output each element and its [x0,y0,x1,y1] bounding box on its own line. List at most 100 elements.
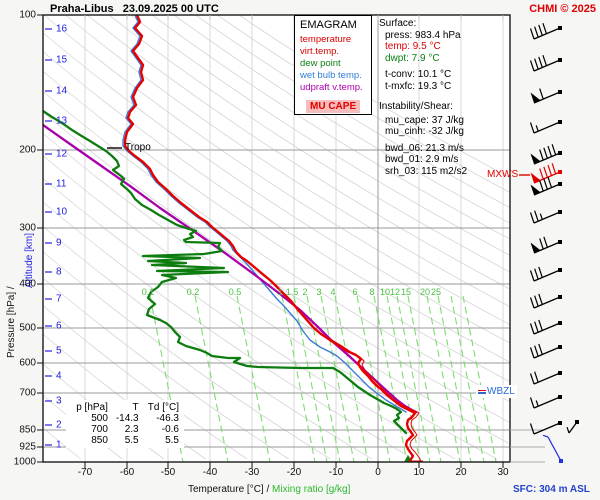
temp-tick-label: -40 [202,467,218,478]
legend-panel: EMAGRAM temperature virt.temp. dew point we… [294,15,372,115]
x-axis-title: Temperature [°C] / Mixing ratio [g/kg] [188,484,350,495]
series-wet-bulb-temp- [122,15,407,413]
info-line: press: 983.4 hPa [385,29,461,41]
axis-ticks [37,14,545,468]
pressure-tick-label: 500 [19,322,36,334]
wind-barb [529,343,562,359]
dry-adiabat [130,15,510,256]
table-header-cell: p [hPa] [76,402,108,413]
legend-item: temperature [300,34,352,45]
table-cell: 850 [91,435,108,446]
wind-barb-feather [529,397,535,409]
altitude-tick-label: 8 [56,266,62,278]
wet-bulb-zero-marker: WBZL [476,385,517,398]
sounding-datetime: 23.09.2025 00 UTC [122,3,219,15]
info-line: bwd_01: 2.9 m/s [385,154,459,165]
wind-barb [542,434,563,463]
table-cell: 5.5 [165,435,179,446]
temp-tick-label: 10 [413,467,425,478]
series-temperature [123,15,417,462]
wind-barb-feather [538,56,543,68]
tropopause-label: Tropo [125,142,151,153]
wind-barb-staff [533,121,561,134]
mixing-ratio-line [236,295,271,462]
wind-barb-feather [529,373,535,385]
wind-barb-feather [542,55,548,66]
wind-barb-flag [530,92,541,103]
wind-barb-half-feather [542,434,549,438]
temp-tick-label: -20 [286,467,302,478]
wind-barb-feather [529,28,535,40]
page-title: Praha-Libus 23.09.2025 00 UTC [50,3,219,15]
wind-barb-staff [533,322,561,335]
mixing-ratio-line [281,295,316,462]
table-cell: -0.6 [161,424,179,435]
wind-barb-feather [534,58,539,70]
legend-item: wet bulb temp. [300,70,362,81]
mixing-ratio-line [450,295,485,462]
wind-barb-feather [539,149,544,161]
wind-barb-feather [543,178,548,190]
wind-barb-half-feather [539,213,543,220]
pressure-tick-label: 700 [19,387,36,399]
mixing-ratio-label: 12 [389,287,401,297]
info-line: bwd_06: 21.3 m/s [385,142,464,154]
wind-barb [530,176,562,196]
table-cell: 500 [91,413,108,424]
wind-barb-staff [533,296,561,309]
dry-adiabat [43,177,456,460]
table-row: 850 5.5 5.5 [69,435,181,446]
wind-barb-flag [530,184,541,195]
table-cell: 2.3 [124,424,139,435]
wind-barb-staff [533,346,561,359]
wind-barb [529,55,562,72]
surface-dewpoint-marker [404,455,412,462]
x-axis-title-temp: Temperature [°C] / [188,484,270,495]
mixing-ratio-label: 0.1 [141,287,155,297]
wind-barb [529,395,562,409]
wind-barb-feather [547,145,553,157]
wind-barb-feather [529,323,535,335]
wind-barb-feather [529,60,535,72]
mixing-ratio-label: 1 [277,287,283,297]
pressure-tick-label: 300 [19,222,36,234]
mixing-ratio-line [462,295,497,462]
x-axis-title-mix: Mixing ratio [g/kg] [272,484,351,495]
dry-adiabat [43,70,510,383]
altitude-tick-label: 2 [56,419,62,431]
wind-barb [529,210,562,224]
pressure-tick-label: 1000 [13,456,36,468]
wind-barb-feather [539,168,544,180]
wind-barb-staff [533,183,561,196]
surface-elevation-label: SFC: 304 m ASL [513,484,590,495]
wind-barb [530,236,562,254]
series-dew-point [43,109,408,435]
dry-adiabat [43,111,510,424]
wind-barb [566,420,579,434]
wind-barb-feather [538,343,543,355]
table-header-cell: Td [°C] [147,402,179,413]
dry-adiabat [43,251,331,460]
wind-barb-half-feather [566,427,570,434]
mixing-ratio-line [194,295,229,462]
temp-tick-label: -50 [160,467,176,478]
table-cell: -46.3 [156,413,179,424]
wind-barb-feather [538,319,543,331]
wind-barb-feather [529,212,535,224]
wind-barb [529,319,562,335]
mixing-ratio-line [306,295,341,462]
wind-barb-staff [533,269,561,282]
mixing-ratio-line [149,295,184,462]
wind-barb-feather [547,164,553,176]
mixing-ratio-line [386,295,421,462]
wind-barb-staff [533,27,561,40]
wind-barb-staff [533,211,561,224]
mixing-ratio-line [396,295,431,462]
wind-barb [529,421,562,435]
mixing-ratio-lines [149,295,497,462]
series-virt-temp- [331,339,422,462]
wind-barb-feather [529,297,535,309]
mu-cape-badge: MU CAPE [306,100,361,113]
dry-adiabat [108,15,510,273]
wind-barb-flag [530,172,541,183]
